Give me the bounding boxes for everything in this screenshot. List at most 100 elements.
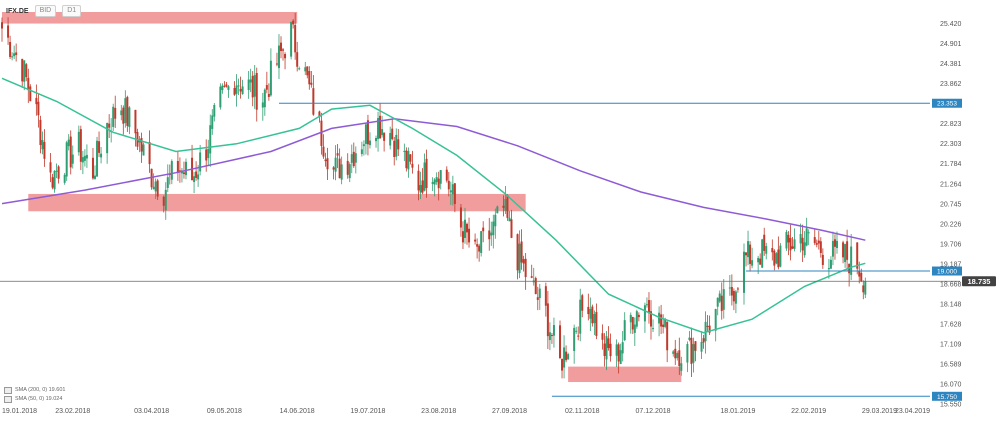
candle-body bbox=[100, 153, 103, 158]
candle-body bbox=[120, 110, 123, 116]
candle-body bbox=[763, 234, 766, 251]
candle-body bbox=[126, 96, 129, 126]
candle-body bbox=[41, 140, 44, 150]
candle-body bbox=[789, 238, 792, 251]
candle-body bbox=[298, 68, 301, 70]
candle-body bbox=[603, 343, 606, 356]
candle-body bbox=[112, 106, 115, 127]
candle-body bbox=[520, 241, 523, 263]
candle-body bbox=[237, 85, 240, 87]
candle-body bbox=[649, 311, 652, 327]
x-tick-label: 09.05.2018 bbox=[207, 408, 242, 415]
price-type-selector[interactable]: BID bbox=[34, 5, 57, 17]
candle-body bbox=[154, 181, 157, 192]
candle-body bbox=[25, 64, 28, 78]
candle-body bbox=[304, 67, 307, 72]
candle-body bbox=[609, 343, 612, 357]
level-price-label: 15.750 bbox=[937, 394, 957, 401]
candle-body bbox=[213, 104, 216, 117]
candle-body bbox=[433, 179, 436, 185]
candle-body bbox=[734, 291, 737, 304]
timeframe-selector[interactable]: D1 bbox=[62, 5, 82, 17]
candle-body bbox=[700, 341, 703, 352]
candle-body bbox=[49, 162, 52, 173]
candle-body bbox=[338, 158, 341, 179]
candle-body bbox=[552, 325, 555, 336]
candle-body bbox=[579, 299, 582, 334]
candle-body bbox=[635, 311, 638, 327]
candle-body bbox=[751, 260, 754, 266]
candle-body bbox=[587, 306, 590, 315]
candle-body bbox=[310, 82, 313, 85]
candle-body bbox=[652, 328, 655, 330]
candle-body bbox=[326, 158, 329, 170]
candle-body bbox=[516, 234, 519, 271]
candle-body bbox=[559, 325, 562, 359]
candle-body bbox=[563, 347, 566, 368]
candle-body bbox=[801, 237, 804, 251]
candle-body bbox=[593, 314, 596, 324]
legend-label: SMA (200, 0) 19.601 bbox=[15, 387, 66, 393]
candle-body bbox=[71, 154, 74, 164]
y-tick-label: 21.264 bbox=[940, 181, 962, 188]
candle-body bbox=[732, 290, 735, 302]
candle-body bbox=[672, 351, 675, 354]
candle-body bbox=[360, 149, 363, 155]
symbol-label[interactable]: IFX.DE bbox=[6, 7, 29, 15]
candle-body bbox=[645, 304, 648, 306]
candle-body bbox=[827, 268, 830, 270]
candle-body bbox=[292, 20, 295, 25]
candle-body bbox=[621, 342, 624, 354]
candle-body bbox=[69, 136, 72, 168]
candle-body bbox=[207, 149, 210, 159]
candle-body bbox=[170, 161, 173, 180]
candle-body bbox=[449, 190, 452, 193]
candle-body bbox=[251, 75, 254, 98]
candle-body bbox=[277, 45, 280, 69]
candle-body bbox=[290, 21, 293, 57]
y-tick-label: 16.589 bbox=[940, 361, 962, 368]
candle-body bbox=[447, 180, 450, 190]
x-tick-label: 23.04.2019 bbox=[895, 408, 930, 415]
candle-body bbox=[223, 85, 226, 87]
y-tick-label: 17.628 bbox=[940, 321, 962, 328]
candle-body bbox=[241, 86, 244, 94]
candle-body bbox=[550, 334, 553, 337]
candle-body bbox=[662, 324, 665, 327]
legend-checkbox-icon[interactable] bbox=[4, 387, 12, 394]
candle-body bbox=[381, 129, 384, 136]
legend-item-sma50[interactable]: SMA (50, 0) 19.024 bbox=[4, 395, 65, 404]
legend-checkbox-icon[interactable] bbox=[4, 396, 12, 403]
candle-body bbox=[749, 244, 752, 264]
candle-body bbox=[805, 228, 808, 246]
candle-body bbox=[265, 85, 268, 90]
candle-body bbox=[534, 278, 537, 295]
candle-body bbox=[674, 348, 677, 359]
candle-body bbox=[777, 249, 780, 268]
candle-body bbox=[817, 240, 820, 244]
legend-label: SMA (50, 0) 19.024 bbox=[15, 396, 63, 402]
candle-body bbox=[660, 314, 663, 327]
legend-item-sma200[interactable]: SMA (200, 0) 19.601 bbox=[4, 386, 65, 395]
candle-body bbox=[98, 141, 101, 153]
candle-body bbox=[389, 133, 392, 146]
candle-body bbox=[538, 288, 541, 299]
candle-body bbox=[197, 174, 200, 180]
candle-body bbox=[320, 120, 323, 146]
candle-body bbox=[306, 66, 309, 76]
chart-toolbar: IFX.DE BID D1 bbox=[6, 4, 82, 18]
candle-body bbox=[81, 157, 84, 163]
y-tick-label: 20.745 bbox=[940, 201, 962, 208]
x-tick-label: 02.11.2018 bbox=[565, 408, 600, 415]
candle-body bbox=[821, 254, 824, 265]
candle-body bbox=[451, 184, 454, 195]
candle-body bbox=[688, 337, 691, 340]
candle-body bbox=[263, 89, 266, 108]
candle-body bbox=[124, 98, 127, 124]
x-tick-label: 23.08.2018 bbox=[421, 408, 456, 415]
candle-body bbox=[742, 251, 745, 293]
candle-body bbox=[757, 257, 760, 263]
candle-body bbox=[728, 287, 731, 289]
candle-body bbox=[51, 177, 54, 188]
